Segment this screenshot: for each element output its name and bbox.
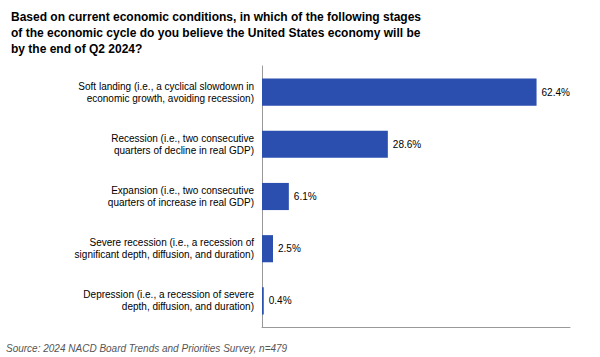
svg-text:Depression (i.e., a recession: Depression (i.e., a recession of severe xyxy=(83,289,254,300)
svg-text:of the economic cycle do you b: of the economic cycle do you believe the… xyxy=(11,26,421,40)
svg-text:economic growth, avoiding rece: economic growth, avoiding recession) xyxy=(87,93,254,104)
svg-text:Soft landing (i.e., a cyclical: Soft landing (i.e., a cyclical slowdown … xyxy=(78,81,254,92)
svg-text:Source: 2024 NACD Board Trends: Source: 2024 NACD Board Trends and Prior… xyxy=(6,343,288,354)
svg-text:significant depth, diffusion,: significant depth, diffusion, and durati… xyxy=(75,249,254,260)
svg-text:Based on current economic cond: Based on current economic conditions, in… xyxy=(11,10,421,24)
svg-text:depth, diffusion, and duration: depth, diffusion, and duration) xyxy=(122,301,254,312)
svg-text:6.1%: 6.1% xyxy=(294,191,317,202)
svg-text:28.6%: 28.6% xyxy=(393,139,421,150)
svg-text:Expansion (i.e., two consecuti: Expansion (i.e., two consecutive xyxy=(111,185,254,196)
svg-text:by the end of Q2 2024?: by the end of Q2 2024? xyxy=(11,42,142,56)
svg-text:quarters of decline in real GD: quarters of decline in real GDP) xyxy=(114,145,254,156)
svg-text:2.5%: 2.5% xyxy=(278,243,301,254)
svg-text:Recession (i.e., two consecuti: Recession (i.e., two consecutive xyxy=(111,133,254,144)
svg-text:Severe recession (i.e., a rece: Severe recession (i.e., a recession of xyxy=(89,237,254,248)
svg-text:62.4%: 62.4% xyxy=(542,87,570,98)
svg-text:quarters of increase in real G: quarters of increase in real GDP) xyxy=(108,197,254,208)
svg-text:0.4%: 0.4% xyxy=(269,295,292,306)
